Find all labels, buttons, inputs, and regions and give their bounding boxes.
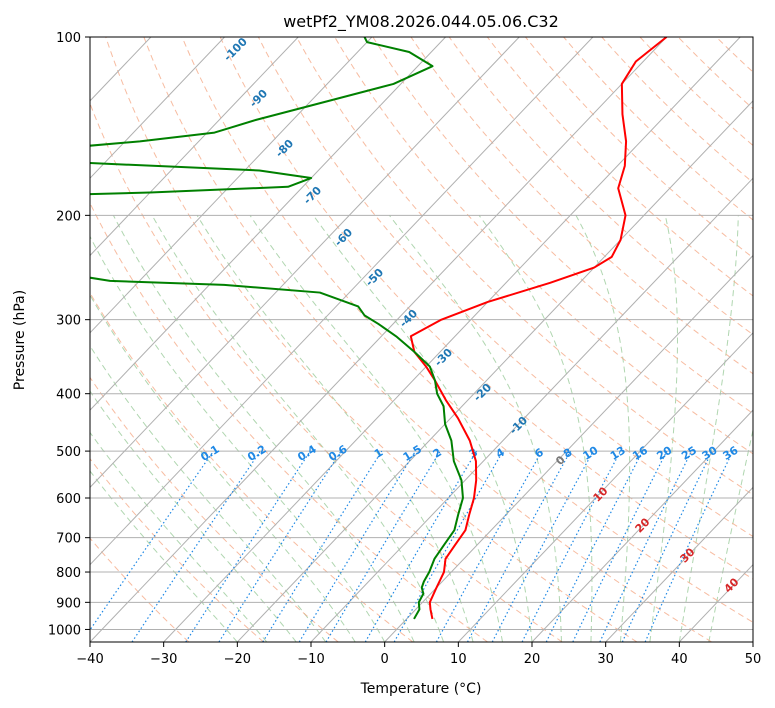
y-tick-label: 700 bbox=[56, 532, 81, 547]
moist-adiabat-line bbox=[196, 215, 474, 642]
moist-adiabat-line bbox=[249, 215, 504, 642]
plot-area: 0.1 0.2 0.4 0.6 1 1.5 2 3 4 6 8 10 13 16 20 25 30 36-100-… bbox=[90, 37, 753, 642]
dry-adiabat-line bbox=[486, 37, 753, 297]
dry-adiabat-line bbox=[90, 457, 264, 642]
mixing-ratio-line bbox=[435, 450, 543, 642]
mixing-ratio-line bbox=[466, 450, 571, 642]
mixing-ratio-lines bbox=[90, 450, 734, 642]
y-tick-label: 400 bbox=[56, 388, 81, 403]
x-tick-label: 30 bbox=[597, 652, 614, 667]
x-axis-title: Temperature (°C) bbox=[360, 681, 482, 697]
moist-adiabats bbox=[90, 215, 753, 642]
y-axis-title: Pressure (hPa) bbox=[12, 290, 28, 390]
dry-adiabat-line bbox=[639, 37, 753, 147]
dry-adiabat-line bbox=[372, 37, 753, 415]
y-tick-label: 600 bbox=[56, 492, 81, 507]
isotherm-line bbox=[310, 177, 753, 642]
x-tick-label: −40 bbox=[76, 652, 103, 667]
y-tick-label: 100 bbox=[56, 31, 81, 46]
mixing-ratio-line bbox=[90, 450, 214, 632]
dry-adiabat-line bbox=[601, 37, 753, 184]
dry-adiabats bbox=[90, 37, 753, 642]
y-tick-label: 900 bbox=[56, 596, 81, 611]
dry-adiabat-line bbox=[219, 37, 753, 580]
moist-adiabat-line bbox=[575, 215, 631, 642]
dry-adiabat-line bbox=[90, 201, 488, 642]
mixing-ratio-line bbox=[364, 450, 477, 642]
y-tick-label: 500 bbox=[56, 445, 81, 460]
dry-adiabat-line bbox=[410, 37, 753, 375]
isotherm-line bbox=[236, 100, 753, 642]
x-tick-label: 10 bbox=[450, 652, 467, 667]
isotherm-line bbox=[163, 37, 741, 642]
dewpoint-profile-line bbox=[90, 37, 464, 620]
mixing-ratio-line bbox=[621, 450, 713, 642]
isotherm-line bbox=[90, 37, 667, 642]
moist-adiabat-line bbox=[90, 235, 386, 642]
isotherm-line bbox=[90, 37, 225, 179]
isotherm-line bbox=[90, 37, 594, 566]
isotherm-line bbox=[384, 254, 753, 642]
mixing-ratio-line bbox=[298, 450, 416, 642]
x-tick-label: 50 bbox=[745, 652, 762, 667]
dry-adiabat-line bbox=[181, 37, 753, 623]
mixing-ratio-line bbox=[599, 450, 693, 642]
isotherm-line bbox=[605, 486, 753, 642]
y-tick-label: 1000 bbox=[48, 623, 81, 638]
moist-adiabat-line bbox=[388, 215, 562, 642]
plot-frame bbox=[89, 36, 754, 643]
moist-adiabat-line bbox=[90, 470, 238, 642]
temperature-profile-line bbox=[409, 37, 668, 620]
isotherm-line bbox=[531, 409, 753, 642]
y-tick-label: 300 bbox=[56, 314, 81, 329]
isotherm-line bbox=[90, 37, 299, 257]
mixing-ratio-line bbox=[218, 450, 342, 642]
isotherm-line bbox=[90, 37, 446, 411]
x-axis: −40 −30 −20 −10 0 10 20 30 40 50 bbox=[76, 642, 761, 667]
moist-adiabat-line bbox=[312, 215, 533, 642]
x-tick-label: 0 bbox=[381, 652, 389, 667]
moist-adiabat-line bbox=[151, 215, 445, 642]
mixing-ratio-line bbox=[393, 450, 504, 642]
pressure-gridlines bbox=[90, 37, 753, 630]
mixing-ratio-line bbox=[325, 450, 441, 642]
x-tick-label: −30 bbox=[150, 652, 177, 667]
dry-adiabat-line bbox=[296, 37, 753, 496]
dry-adiabat-line bbox=[105, 37, 638, 642]
chart-title: wetPf2_YM08.2026.044.05.06.C32 bbox=[283, 12, 559, 32]
isotherm-line bbox=[457, 332, 753, 642]
dry-adiabat-line bbox=[90, 376, 339, 642]
dry-adiabat-line bbox=[563, 37, 753, 221]
mixing-ratio-line bbox=[644, 450, 734, 642]
isotherms bbox=[90, 37, 753, 642]
moist-adiabat-line bbox=[478, 215, 593, 642]
x-tick-label: −10 bbox=[297, 652, 324, 667]
dry-adiabat-line bbox=[448, 37, 753, 336]
y-tick-label: 800 bbox=[56, 566, 81, 581]
isotherm-line bbox=[90, 37, 373, 334]
moist-adiabat-line bbox=[649, 215, 678, 642]
mixing-ratio-line bbox=[262, 450, 383, 642]
dry-adiabat-line bbox=[257, 37, 753, 538]
sounding-profiles bbox=[90, 37, 668, 620]
moist-adiabat-line bbox=[678, 215, 739, 642]
dry-adiabat-line bbox=[90, 292, 414, 642]
dry-adiabat-line bbox=[143, 37, 712, 642]
x-tick-label: 20 bbox=[524, 652, 541, 667]
moist-adiabat-line bbox=[90, 294, 356, 642]
isotherm-line bbox=[90, 37, 520, 489]
mixing-ratio-line bbox=[572, 450, 668, 642]
dry-adiabat-line bbox=[90, 102, 563, 642]
y-axis: 1000 900 800 700 600 500 400 300 200 100 bbox=[48, 31, 90, 638]
y-tick-label: 200 bbox=[56, 209, 81, 224]
x-tick-label: −20 bbox=[224, 652, 251, 667]
moist-adiabat-line bbox=[112, 215, 415, 642]
x-tick-label: 40 bbox=[671, 652, 688, 667]
moist-adiabat-line bbox=[90, 344, 327, 642]
